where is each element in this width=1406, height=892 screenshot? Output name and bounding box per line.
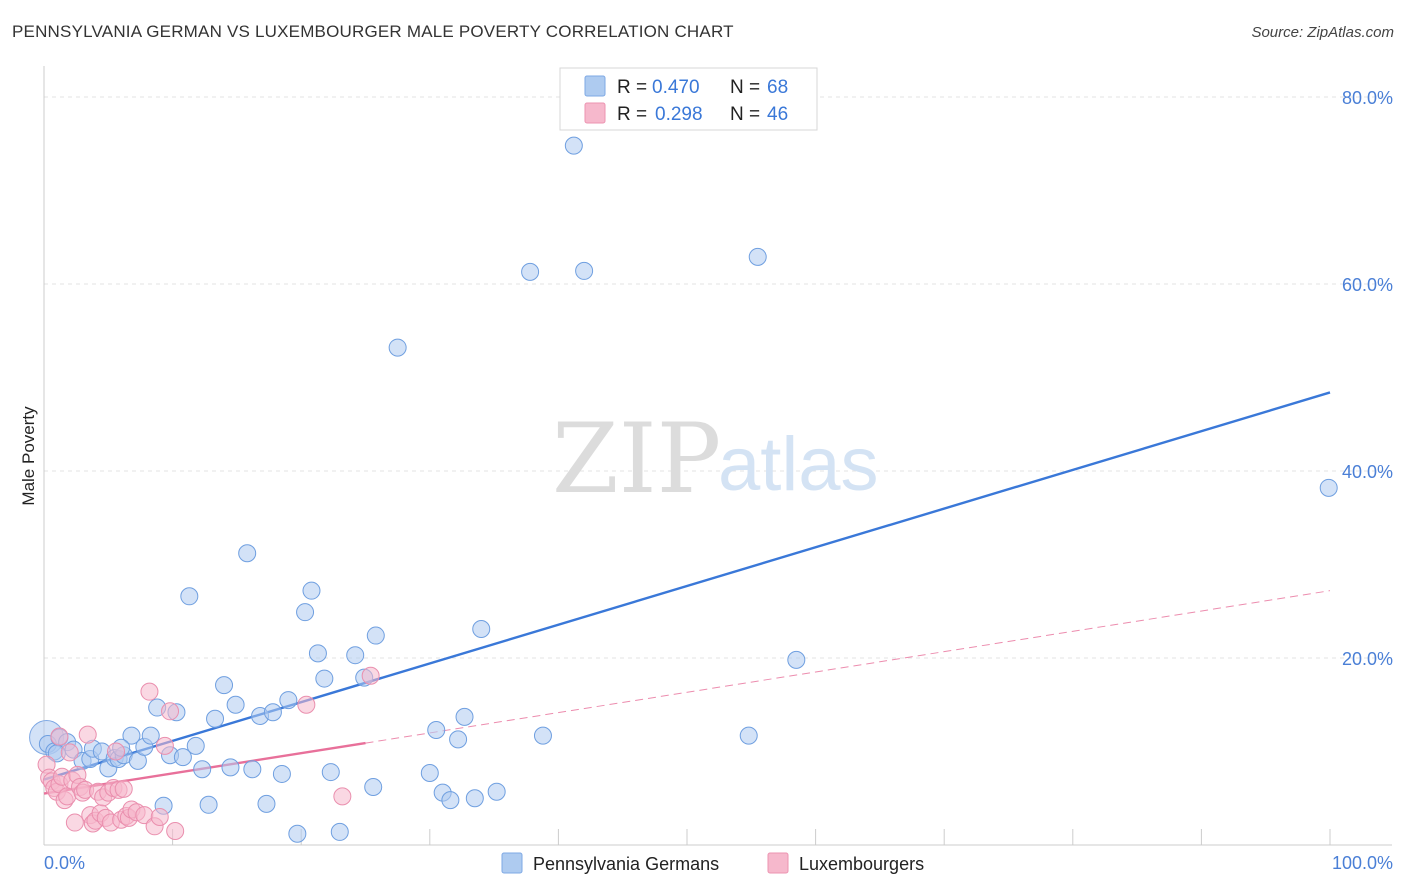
- data-point-blue: [321, 763, 340, 782]
- data-point-blue: [243, 760, 262, 779]
- tick-labels: 20.0% 40.0% 60.0% 80.0% 0.0% 100.0%: [44, 88, 1393, 873]
- data-point-blue: [199, 795, 218, 814]
- data-point-pink: [78, 725, 97, 744]
- data-point-blue: [315, 669, 334, 688]
- data-point-blue: [215, 676, 234, 695]
- y-tick-label: 80.0%: [1342, 88, 1393, 108]
- data-point-pink: [155, 736, 174, 755]
- data-point-blue: [366, 626, 385, 645]
- data-point-pink: [65, 813, 84, 832]
- data-point-blue: [388, 338, 407, 357]
- data-point-blue: [427, 720, 446, 739]
- data-point-blue: [739, 726, 758, 745]
- legend-swatch-blue: [584, 75, 606, 97]
- data-point-blue: [221, 758, 240, 777]
- legend-r-value: 0.298: [655, 104, 703, 125]
- correlation-legend: R = 0.470 N = 68 R = 0.298 N = 46: [559, 67, 818, 131]
- data-point-blue: [472, 620, 491, 639]
- data-point-blue: [487, 782, 506, 801]
- gridlines: [44, 96, 1392, 659]
- legend-swatch-pink: [584, 102, 606, 124]
- data-point-blue: [206, 709, 225, 728]
- data-point-blue: [364, 778, 383, 797]
- data-point-blue: [296, 603, 315, 622]
- legend-r-value: 0.470: [652, 77, 700, 98]
- data-point-pink: [361, 666, 380, 685]
- data-point-blue: [330, 822, 349, 841]
- watermark-atlas: atlas: [718, 422, 879, 507]
- data-point-pink: [50, 727, 69, 746]
- y-axis-label: Male Poverty: [19, 406, 38, 506]
- data-point-blue: [173, 748, 192, 767]
- y-tick-label: 60.0%: [1342, 275, 1393, 295]
- axes: [43, 66, 1392, 846]
- watermark: ZIP atlas: [552, 403, 879, 515]
- x-tick-label: 100.0%: [1332, 853, 1393, 873]
- legend-label-luxembourgers: Luxembourgers: [799, 854, 924, 874]
- data-point-blue: [465, 789, 484, 808]
- data-point-pink: [333, 787, 352, 806]
- y-tick-label: 20.0%: [1342, 649, 1393, 669]
- data-point-pink: [161, 702, 180, 721]
- data-point-pink: [114, 779, 133, 798]
- data-point-blue: [141, 726, 160, 745]
- data-point-blue: [346, 646, 365, 665]
- data-points: [29, 136, 1338, 843]
- data-point-blue: [564, 136, 583, 155]
- data-point-blue: [263, 703, 282, 722]
- data-point-pink: [166, 821, 185, 840]
- data-point-blue: [787, 650, 806, 669]
- legend-swatch-luxembourgers: [767, 852, 789, 874]
- legend-n-value: 46: [767, 104, 788, 125]
- data-point-blue: [122, 726, 141, 745]
- data-point-blue: [226, 695, 245, 714]
- watermark-zip: ZIP: [552, 403, 721, 515]
- trend-line-extension-pink: [365, 590, 1331, 744]
- data-point-pink: [150, 807, 169, 826]
- legend-n-label: N =: [730, 77, 760, 98]
- chart-title: PENNSYLVANIA GERMAN VS LUXEMBOURGER MALE…: [12, 22, 734, 41]
- legend-n-value: 68: [767, 77, 788, 98]
- data-point-blue: [257, 794, 276, 813]
- data-point-blue: [533, 726, 552, 745]
- data-point-blue: [748, 247, 767, 266]
- data-point-pink: [140, 682, 159, 701]
- data-point-blue: [238, 544, 257, 563]
- data-point-blue: [308, 644, 327, 663]
- data-point-blue: [186, 736, 205, 755]
- data-point-blue: [575, 261, 594, 280]
- data-point-blue: [272, 764, 291, 783]
- legend-swatch-pennsylvania-germans: [501, 852, 523, 874]
- data-point-blue: [288, 824, 307, 843]
- data-point-pink: [60, 743, 79, 762]
- data-point-pink: [107, 742, 126, 761]
- data-point-blue: [420, 764, 439, 783]
- legend-r-label: R =: [617, 77, 647, 98]
- x-tick-label: 0.0%: [44, 853, 85, 873]
- data-point-blue: [455, 707, 474, 726]
- series-legend: Pennsylvania Germans Luxembourgers: [501, 852, 924, 874]
- legend-label-pennsylvania-germans: Pennsylvania Germans: [533, 854, 719, 874]
- data-point-blue: [279, 691, 298, 710]
- legend-n-label: N =: [730, 104, 760, 125]
- data-point-blue: [521, 262, 540, 281]
- data-point-blue: [180, 587, 199, 606]
- data-point-blue: [441, 791, 460, 810]
- data-point-blue: [1319, 478, 1338, 497]
- data-point-blue: [193, 760, 212, 779]
- data-point-blue: [302, 581, 321, 600]
- y-tick-label: 40.0%: [1342, 462, 1393, 482]
- data-point-pink: [297, 695, 316, 714]
- data-point-blue: [449, 730, 468, 749]
- legend-r-label: R =: [617, 104, 647, 125]
- source-credit: Source: ZipAtlas.com: [1251, 24, 1394, 41]
